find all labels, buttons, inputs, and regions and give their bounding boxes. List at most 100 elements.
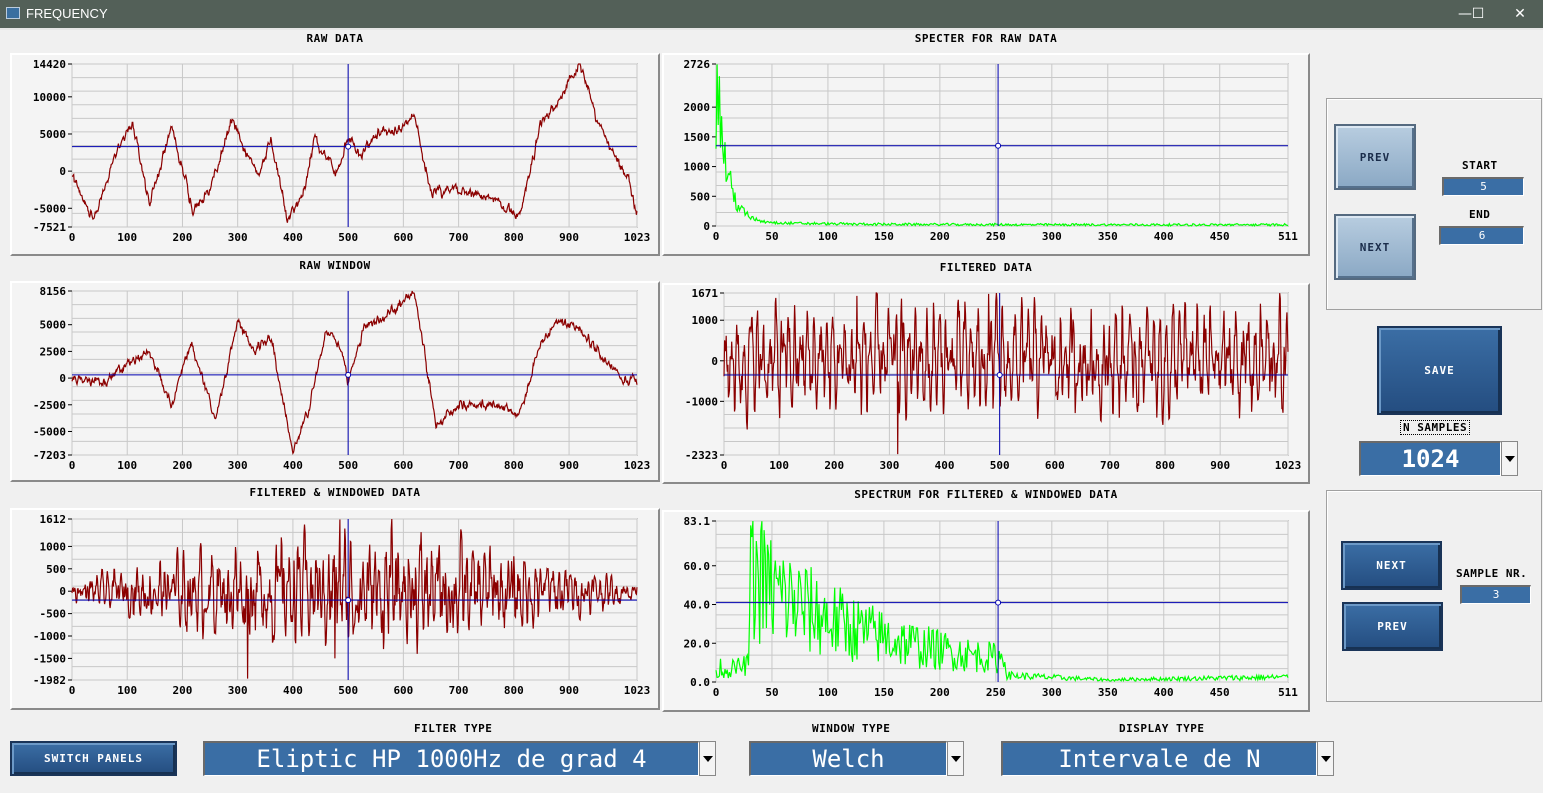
x-tick-label: 250 bbox=[986, 230, 1006, 243]
y-tick-label: 40.0 bbox=[684, 599, 711, 612]
filtered-windowed-spectrum-graph[interactable]: 0 50 100 150 200 250 300 350 400 450 511 83.1 60.0 40… bbox=[662, 510, 1310, 712]
signal-trace bbox=[715, 64, 1289, 228]
nsamples-dropdown-arrow[interactable] bbox=[1501, 441, 1518, 476]
end-label: END bbox=[1469, 208, 1491, 221]
raw-window-title: RAW WINDOW bbox=[299, 259, 371, 272]
display-type-dropdown-arrow[interactable] bbox=[1317, 741, 1334, 776]
filtered-windowed-spectrum-title: SPECTRUM FOR FILTERED & WINDOWED DATA bbox=[854, 488, 1118, 501]
x-tick-label: 600 bbox=[393, 459, 413, 472]
cursor-marker[interactable] bbox=[995, 142, 1002, 149]
start-value[interactable]: 5 bbox=[1442, 177, 1524, 196]
filter-type-label: FILTER TYPE bbox=[414, 722, 493, 735]
x-tick-label: 350 bbox=[1098, 686, 1118, 699]
x-tick-label: 500 bbox=[990, 459, 1010, 472]
x-tick-label: 900 bbox=[1210, 459, 1230, 472]
x-tick-label: 700 bbox=[449, 459, 469, 472]
x-tick-label: 800 bbox=[1155, 459, 1175, 472]
cursor-marker[interactable] bbox=[345, 371, 352, 378]
window-type-label: WINDOW TYPE bbox=[812, 722, 891, 735]
x-tick-label: 800 bbox=[504, 459, 524, 472]
sample-prev-button[interactable]: PREV bbox=[1342, 602, 1443, 651]
cursor-marker[interactable] bbox=[996, 371, 1003, 378]
minimize-button[interactable]: — bbox=[1458, 6, 1472, 22]
x-tick-label: 450 bbox=[1210, 686, 1230, 699]
y-tick-label: 5000 bbox=[40, 319, 67, 332]
signal-trace bbox=[71, 518, 638, 679]
x-tick-label: 900 bbox=[559, 684, 579, 697]
y-tick-label: 2000 bbox=[684, 101, 711, 114]
end-value[interactable]: 6 bbox=[1439, 226, 1524, 245]
x-tick-label: 100 bbox=[117, 231, 137, 244]
interval-prev-button[interactable]: PREV bbox=[1334, 124, 1416, 190]
x-tick-label: 50 bbox=[765, 686, 778, 699]
maximize-button[interactable]: ☐ bbox=[1471, 6, 1485, 22]
y-tick-label: -7203 bbox=[33, 449, 66, 462]
raw-spectrum-title: SPECTER FOR RAW DATA bbox=[914, 32, 1058, 45]
y-tick-label: 500 bbox=[690, 190, 710, 203]
window-type-select[interactable]: Welch bbox=[749, 741, 947, 776]
window-type-dropdown-arrow[interactable] bbox=[947, 741, 964, 776]
x-tick-label: 400 bbox=[283, 459, 303, 472]
filter-type-dropdown-arrow[interactable] bbox=[699, 741, 716, 776]
x-tick-label: 900 bbox=[559, 231, 579, 244]
cursor-marker[interactable] bbox=[995, 599, 1002, 606]
y-tick-label: 8156 bbox=[40, 285, 67, 298]
x-tick-label: 700 bbox=[449, 231, 469, 244]
sample-nr-value[interactable]: 3 bbox=[1460, 585, 1531, 604]
x-tick-label: 400 bbox=[1154, 686, 1174, 699]
nsamples-select[interactable]: 1024 bbox=[1359, 441, 1501, 476]
interval-next-button[interactable]: NEXT bbox=[1334, 214, 1416, 280]
x-tick-label: 1023 bbox=[624, 231, 651, 244]
filter-type-select[interactable]: Eliptic HP 1000Hz de grad 4 bbox=[203, 741, 699, 776]
x-tick-label: 400 bbox=[935, 459, 955, 472]
x-tick-label: 1023 bbox=[624, 459, 651, 472]
x-tick-label: 600 bbox=[1045, 459, 1065, 472]
x-tick-label: 0 bbox=[713, 686, 720, 699]
y-tick-label: 0 bbox=[59, 165, 66, 178]
y-tick-label: -1982 bbox=[33, 674, 66, 687]
filtered-data-graph[interactable]: 0 100 200 300 400 500 600 700 800 900 1023 1671 1000… bbox=[662, 283, 1310, 484]
x-tick-label: 100 bbox=[117, 459, 137, 472]
y-tick-label: 1000 bbox=[40, 540, 67, 553]
x-tick-label: 500 bbox=[338, 684, 358, 697]
y-tick-label: 0 bbox=[703, 220, 710, 233]
y-tick-label: -1000 bbox=[33, 630, 66, 643]
x-tick-label: 350 bbox=[1098, 230, 1118, 243]
filtered-windowed-graph[interactable]: 0 100 200 300 400 500 600 700 800 900 1023 1612 1000… bbox=[10, 508, 660, 710]
x-tick-label: 150 bbox=[874, 686, 894, 699]
y-tick-label: 1671 bbox=[692, 287, 719, 300]
y-tick-label: -2323 bbox=[685, 449, 718, 462]
y-tick-label: 500 bbox=[46, 563, 66, 576]
x-tick-label: 300 bbox=[228, 231, 248, 244]
x-tick-label: 900 bbox=[559, 459, 579, 472]
y-tick-label: -5000 bbox=[33, 202, 66, 215]
filt_win-svg: 0 100 200 300 400 500 600 700 800 900 1023 1612 1000… bbox=[33, 513, 650, 697]
x-tick-label: 600 bbox=[393, 231, 413, 244]
x-tick-label: 0 bbox=[69, 459, 76, 472]
close-button[interactable]: ✕ bbox=[1514, 6, 1526, 22]
y-tick-label: 1500 bbox=[684, 131, 711, 144]
y-tick-label: -5000 bbox=[33, 425, 66, 438]
cursor-marker[interactable] bbox=[345, 143, 352, 150]
chevron-down-icon bbox=[702, 755, 713, 762]
x-tick-label: 200 bbox=[930, 686, 950, 699]
display-type-select[interactable]: Intervale de N bbox=[1001, 741, 1317, 776]
cursor-marker[interactable] bbox=[345, 597, 352, 604]
raw_window-svg: 0 100 200 300 400 500 600 700 800 900 1023 8156 5000… bbox=[33, 285, 651, 472]
x-tick-label: 0 bbox=[69, 231, 76, 244]
sample-next-button[interactable]: NEXT bbox=[1341, 541, 1442, 590]
raw-spectrum-graph[interactable]: 0 50 100 150 200 250 300 350 400 450 511 2726 2000 15… bbox=[662, 53, 1310, 256]
save-button[interactable]: SAVE bbox=[1377, 326, 1502, 415]
x-tick-label: 300 bbox=[228, 459, 248, 472]
x-tick-label: 200 bbox=[173, 459, 193, 472]
x-tick-label: 700 bbox=[1100, 459, 1120, 472]
switch-panels-button[interactable]: SWITCH PANELS bbox=[10, 741, 177, 776]
raw-data-graph[interactable]: 0 100 200 300 400 500 600 700 800 900 1023 14420 100… bbox=[10, 53, 660, 256]
x-tick-label: 200 bbox=[824, 459, 844, 472]
x-tick-label: 300 bbox=[1042, 230, 1062, 243]
app-icon bbox=[6, 7, 20, 19]
x-tick-label: 400 bbox=[1154, 230, 1174, 243]
raw-window-graph[interactable]: 0 100 200 300 400 500 600 700 800 900 1023 8156 5000… bbox=[10, 281, 660, 482]
x-tick-label: 700 bbox=[449, 684, 469, 697]
filtered-svg: 0 100 200 300 400 500 600 700 800 900 1023 1671 1000… bbox=[685, 287, 1301, 472]
